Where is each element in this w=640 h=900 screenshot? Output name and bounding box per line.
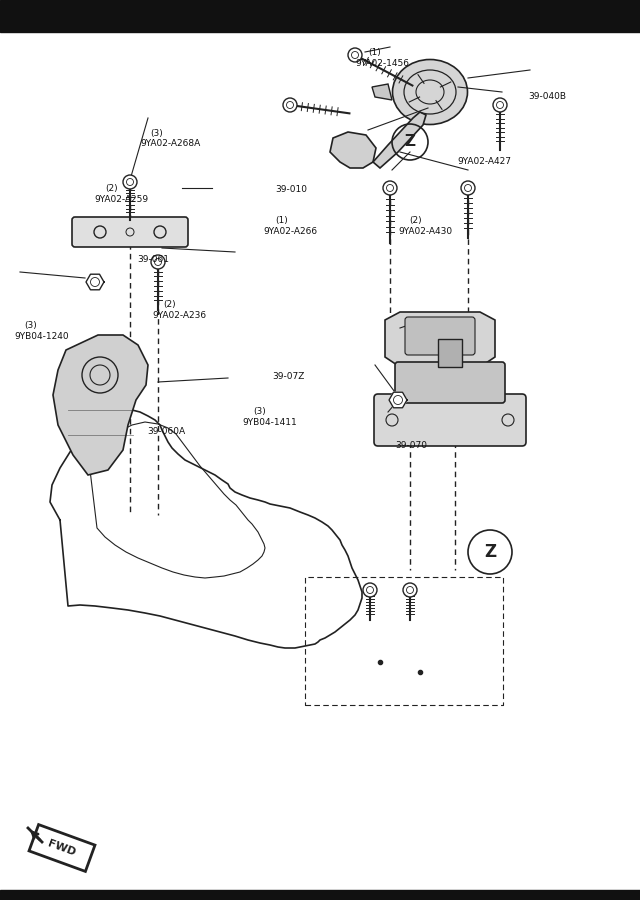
- Circle shape: [151, 255, 165, 269]
- Text: FWD: FWD: [47, 838, 77, 858]
- FancyBboxPatch shape: [29, 824, 95, 871]
- Text: 9YA02-A266: 9YA02-A266: [264, 227, 318, 236]
- FancyBboxPatch shape: [72, 217, 188, 247]
- Text: 39-060A: 39-060A: [147, 428, 186, 436]
- Polygon shape: [372, 84, 392, 100]
- Polygon shape: [389, 392, 407, 408]
- Text: Z: Z: [484, 543, 496, 561]
- Circle shape: [461, 181, 475, 195]
- Text: (3): (3): [24, 321, 37, 330]
- Circle shape: [493, 98, 507, 112]
- FancyBboxPatch shape: [405, 317, 475, 355]
- FancyBboxPatch shape: [374, 394, 526, 446]
- Polygon shape: [53, 335, 148, 475]
- Text: Z: Z: [404, 134, 415, 149]
- Text: 39-010: 39-010: [275, 184, 307, 194]
- Text: (3): (3): [253, 407, 266, 416]
- Circle shape: [383, 181, 397, 195]
- Text: (3): (3): [150, 129, 163, 138]
- Polygon shape: [330, 132, 376, 168]
- Polygon shape: [385, 312, 495, 367]
- Text: (2): (2): [410, 216, 422, 225]
- Text: 39-061: 39-061: [138, 255, 170, 264]
- FancyBboxPatch shape: [395, 362, 505, 403]
- Circle shape: [363, 583, 377, 597]
- Text: (1): (1): [368, 48, 381, 57]
- Text: 9YA02-A268A: 9YA02-A268A: [141, 140, 201, 148]
- Circle shape: [348, 48, 362, 62]
- Text: 9YA02-A236: 9YA02-A236: [152, 310, 207, 320]
- Text: 9YA02-A430: 9YA02-A430: [398, 227, 452, 236]
- Text: 9YA02-A259: 9YA02-A259: [95, 195, 149, 204]
- Text: 9YB04-1411: 9YB04-1411: [242, 418, 297, 427]
- Bar: [0, 890, 640, 900]
- Text: (1): (1): [275, 216, 288, 225]
- Text: (2): (2): [163, 300, 176, 309]
- Text: 39-07Z: 39-07Z: [272, 372, 305, 381]
- Bar: [438, 339, 462, 367]
- Polygon shape: [373, 112, 426, 168]
- Circle shape: [283, 98, 297, 112]
- Text: 9YA02-1456: 9YA02-1456: [355, 58, 409, 68]
- Ellipse shape: [392, 59, 467, 124]
- Circle shape: [403, 583, 417, 597]
- Polygon shape: [86, 274, 104, 290]
- Text: (2): (2): [106, 184, 118, 194]
- Text: 39-040B: 39-040B: [528, 92, 566, 101]
- Bar: [0, 0, 640, 32]
- Text: 9YB04-1240: 9YB04-1240: [14, 332, 68, 341]
- Circle shape: [123, 175, 137, 189]
- Text: 9YA02-A427: 9YA02-A427: [458, 158, 511, 166]
- Text: 39-070: 39-070: [396, 441, 428, 450]
